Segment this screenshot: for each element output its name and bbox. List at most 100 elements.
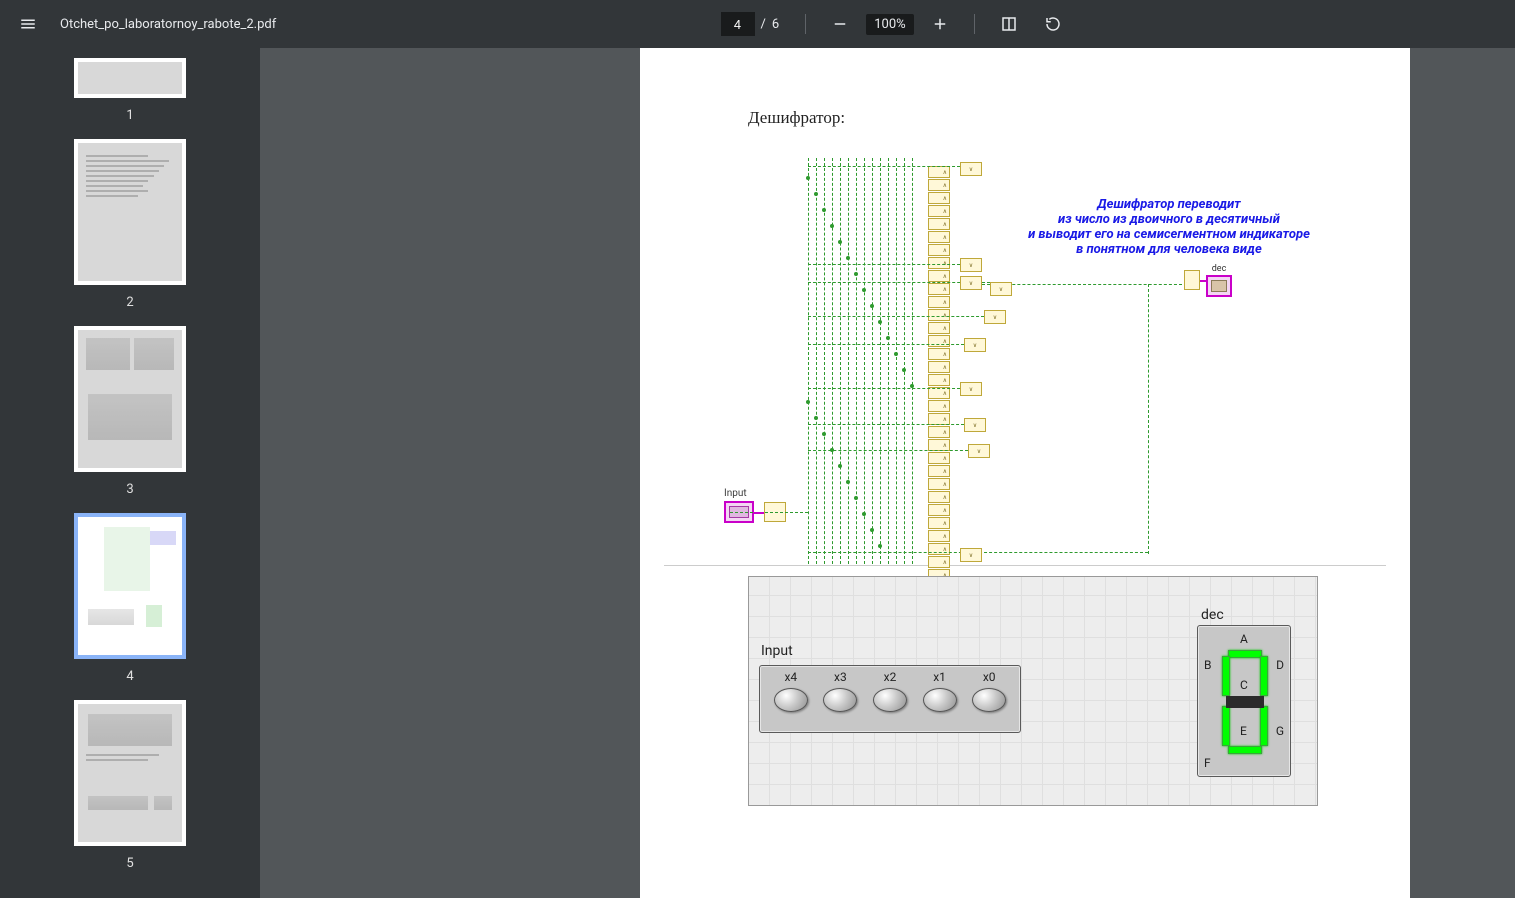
wire-node (806, 400, 810, 404)
wire-vertical (840, 158, 841, 564)
wire-vertical (832, 158, 833, 564)
wire-vertical (896, 158, 897, 564)
logic-gate: ∧ (928, 530, 950, 542)
wire-node (902, 368, 906, 372)
thumbnail-number: 3 (126, 482, 133, 497)
wire-horizontal (808, 316, 984, 317)
logic-gate: ∧ (928, 543, 950, 555)
wire-node (814, 416, 818, 420)
thumbnail-page[interactable]: 1 (0, 58, 260, 123)
wire-node (846, 256, 850, 260)
toggle-switch[interactable] (823, 688, 857, 712)
logic-gate: ∧ (928, 517, 950, 529)
wire-node (846, 480, 850, 484)
zoom-level: 100% (866, 14, 913, 35)
toggle-switch[interactable] (923, 688, 957, 712)
thumbnail-sidebar[interactable]: 1 2 3 (0, 48, 260, 898)
wire-node (838, 464, 842, 468)
logic-gate: ∧ (928, 348, 950, 360)
input-label: x3 (820, 670, 860, 684)
segment-d (1228, 746, 1262, 754)
toggle-switch[interactable] (774, 688, 808, 712)
zoom-in-button[interactable] (922, 6, 958, 42)
logic-gate: ∧ (928, 491, 950, 503)
logic-gate: ∧ (928, 231, 950, 243)
wire-node (822, 208, 826, 212)
input-label: x2 (870, 670, 910, 684)
segment-e (1222, 706, 1230, 746)
wire-magenta (754, 512, 764, 514)
toolbar-divider (805, 14, 806, 34)
logic-gate: ∧ (928, 426, 950, 438)
wire-vertical (856, 158, 857, 564)
wire-horizontal (982, 284, 1182, 285)
thumbnail-page[interactable]: 3 (0, 326, 260, 497)
wire-vertical (848, 158, 849, 564)
input-label: x0 (969, 670, 1009, 684)
wire-node (886, 336, 890, 340)
fit-page-button[interactable] (991, 6, 1027, 42)
logic-gate: ∧ (928, 257, 950, 269)
logic-gate: ∧ (928, 452, 950, 464)
zoom-out-button[interactable] (822, 6, 858, 42)
input-label: x4 (771, 670, 811, 684)
pdf-viewer[interactable]: Дешифратор: ∧∧∧∧∧∧∧∧∧∧∧∧∧∧∧∧∧∧∧∧∧∧∧∧∧∧∧∧… (260, 48, 1515, 898)
wire-vertical (912, 158, 913, 564)
logic-gate: ∨ (964, 338, 986, 352)
logic-gate: ∨ (960, 162, 982, 176)
wire-vertical (872, 158, 873, 564)
rotate-button[interactable] (1035, 6, 1071, 42)
wire-node (830, 448, 834, 452)
thumbnail-page-selected[interactable]: 4 (0, 513, 260, 684)
logic-gate: ∧ (928, 218, 950, 230)
wire-node (862, 512, 866, 516)
logic-gate: ∧ (928, 192, 950, 204)
segment-a (1228, 650, 1262, 658)
page-number-input[interactable] (721, 12, 755, 36)
wire-node (814, 192, 818, 196)
pdf-toolbar: Otchet_po_laboratornoy_rabote_2.pdf / 6 … (0, 0, 1515, 48)
wire-node (870, 528, 874, 532)
wire-node (894, 352, 898, 356)
toggle-switch[interactable] (972, 688, 1006, 712)
segment-f (1222, 656, 1230, 696)
page-separator: / (761, 17, 766, 32)
page-controls: / 6 (721, 12, 790, 36)
logic-gate: ∨ (984, 310, 1006, 324)
thumbnail-page[interactable]: 2 (0, 139, 260, 310)
thumbnail-number: 2 (126, 295, 133, 310)
front-panel: Input x4 x3 x2 x1 x0 (748, 576, 1318, 806)
wire-node (854, 272, 858, 276)
pdf-page: Дешифратор: ∧∧∧∧∧∧∧∧∧∧∧∧∧∧∧∧∧∧∧∧∧∧∧∧∧∧∧∧… (640, 48, 1410, 898)
wire-horizontal (808, 388, 960, 389)
logic-gate: ∨ (960, 276, 982, 290)
wire-node (822, 432, 826, 436)
logic-gate: ∧ (928, 400, 950, 412)
input-panel-title: Input (761, 643, 793, 659)
toolbar-divider (974, 14, 975, 34)
logic-gate: ∨ (960, 382, 982, 396)
segment-c (1260, 706, 1268, 746)
logic-gate: ∧ (928, 361, 950, 373)
logic-gate: ∨ (960, 258, 982, 272)
thumbnail-page[interactable]: 5 (0, 700, 260, 871)
page-total: 6 (772, 17, 779, 32)
circuit-diagram: ∧∧∧∧∧∧∧∧∧∧∧∧∧∧∧∧∧∧∧∧∧∧∧∧∧∧∧∧∧∧∧∧ Дешифра… (664, 136, 1386, 566)
segment-b (1260, 656, 1268, 696)
logic-gate: ∧ (928, 556, 950, 568)
wire-horizontal (808, 344, 964, 345)
seven-segment-panel: dec A B D C G E F (1197, 607, 1291, 777)
toggle-switch[interactable] (873, 688, 907, 712)
output-connector-icon (1184, 270, 1200, 290)
logic-gate: ∧ (928, 309, 950, 321)
diagram-dec-output: dec (1206, 264, 1232, 297)
logic-gate: ∧ (928, 283, 950, 295)
wire-vertical (880, 158, 881, 564)
wire-horizontal (808, 424, 964, 425)
wire-node (878, 320, 882, 324)
wire-node (862, 288, 866, 292)
logic-gate: ∨ (968, 444, 990, 458)
logic-gate: ∧ (928, 322, 950, 334)
wire-horizontal (808, 264, 960, 265)
menu-button[interactable] (8, 4, 48, 44)
